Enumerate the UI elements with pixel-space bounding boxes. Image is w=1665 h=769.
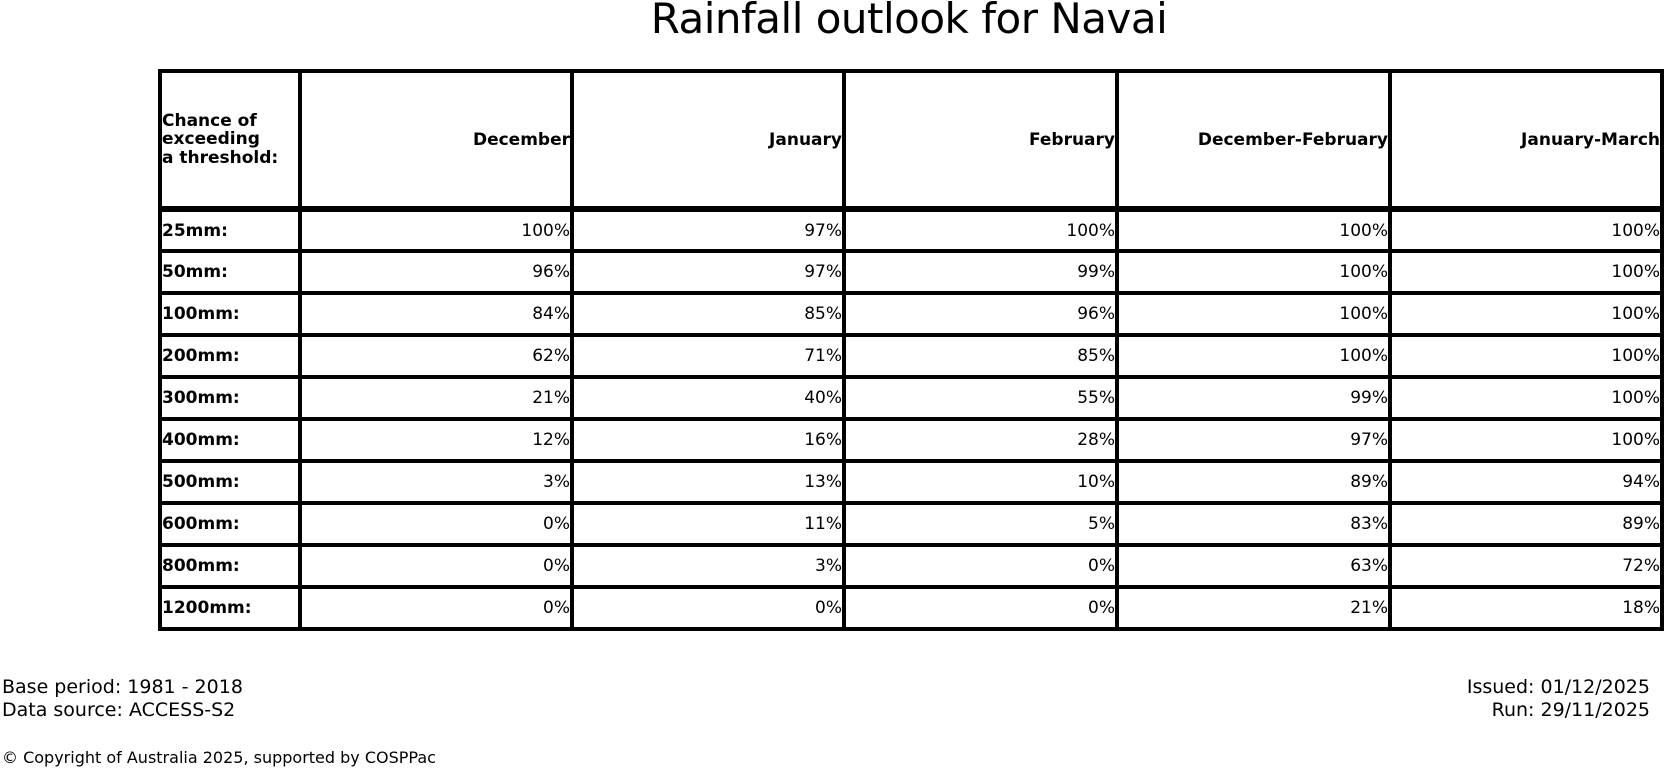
table-row: 800mm: 0% 3% 0% 63% 72% [158, 543, 1664, 589]
probability-value: 89% [1388, 501, 1664, 547]
probability-value: 0% [570, 585, 846, 631]
probability-value: 96% [298, 249, 574, 295]
threshold-label: 100mm: [158, 291, 302, 337]
threshold-label: 1200mm: [158, 585, 302, 631]
footer-left-block: Base period: 1981 - 2018 Data source: AC… [2, 676, 243, 722]
threshold-corner-header: Chance of exceeding a threshold: [158, 69, 302, 212]
probability-value: 100% [1115, 207, 1392, 253]
probability-value: 83% [1115, 501, 1392, 547]
footer-right-block: Issued: 01/12/2025 Run: 29/11/2025 [1467, 676, 1650, 722]
table-row: 25mm: 100% 97% 100% 100% 100% [158, 207, 1664, 253]
probability-value: 18% [1388, 585, 1664, 631]
table-row: 300mm: 21% 40% 55% 99% 100% [158, 375, 1664, 421]
run-date-text: Run: 29/11/2025 [1491, 699, 1650, 721]
probability-value: 100% [1115, 333, 1392, 379]
probability-value: 94% [1388, 459, 1664, 505]
probability-value: 0% [298, 501, 574, 547]
threshold-label: 600mm: [158, 501, 302, 547]
probability-value: 99% [842, 249, 1119, 295]
probability-value: 13% [570, 459, 846, 505]
probability-value: 97% [570, 207, 846, 253]
threshold-label: 300mm: [158, 375, 302, 421]
table-row: 100mm: 84% 85% 96% 100% 100% [158, 291, 1664, 337]
probability-value: 21% [1115, 585, 1392, 631]
probability-value: 16% [570, 417, 846, 463]
probability-value: 3% [570, 543, 846, 589]
threshold-label: 25mm: [158, 207, 302, 253]
table-header-row: Chance of exceeding a threshold: December… [158, 69, 1664, 212]
column-header-january: January [570, 69, 846, 212]
probability-value: 100% [1115, 249, 1392, 295]
probability-value: 63% [1115, 543, 1392, 589]
threshold-label: 200mm: [158, 333, 302, 379]
probability-value: 5% [842, 501, 1119, 547]
data-source-text: Data source: ACCESS-S2 [2, 699, 236, 721]
probability-value: 100% [842, 207, 1119, 253]
probability-value: 100% [1388, 249, 1664, 295]
probability-value: 21% [298, 375, 574, 421]
column-header-february: February [842, 69, 1119, 212]
probability-value: 100% [1388, 207, 1664, 253]
probability-value: 100% [1388, 291, 1664, 337]
probability-value: 28% [842, 417, 1119, 463]
probability-value: 0% [298, 585, 574, 631]
probability-value: 97% [570, 249, 846, 295]
probability-value: 100% [298, 207, 574, 253]
page-title: Rainfall outlook for Navai [650, 0, 1168, 43]
probability-value: 97% [1115, 417, 1392, 463]
probability-value: 100% [1388, 417, 1664, 463]
probability-value: 100% [1388, 375, 1664, 421]
threshold-label: 50mm: [158, 249, 302, 295]
probability-value: 100% [1388, 333, 1664, 379]
probability-value: 72% [1388, 543, 1664, 589]
probability-value: 11% [570, 501, 846, 547]
probability-value: 3% [298, 459, 574, 505]
probability-value: 55% [842, 375, 1119, 421]
issued-date-text: Issued: 01/12/2025 [1466, 676, 1650, 698]
rainfall-outlook-table: Chance of exceeding a threshold: December… [158, 69, 1664, 631]
probability-value: 10% [842, 459, 1119, 505]
probability-value: 0% [842, 543, 1119, 589]
table-row: 200mm: 62% 71% 85% 100% 100% [158, 333, 1664, 379]
threshold-label: 500mm: [158, 459, 302, 505]
probability-value: 0% [298, 543, 574, 589]
base-period-text: Base period: 1981 - 2018 [2, 676, 243, 698]
probability-value: 85% [842, 333, 1119, 379]
threshold-label: 400mm: [158, 417, 302, 463]
column-header-december-february: December-February [1115, 69, 1392, 212]
probability-value: 96% [842, 291, 1119, 337]
table-row: 1200mm: 0% 0% 0% 21% 18% [158, 585, 1664, 631]
table-row: 600mm: 0% 11% 5% 83% 89% [158, 501, 1664, 547]
column-header-december: December [298, 69, 574, 212]
probability-value: 62% [298, 333, 574, 379]
probability-value: 84% [298, 291, 574, 337]
table-row: 50mm: 96% 97% 99% 100% 100% [158, 249, 1664, 295]
copyright-text: © Copyright of Australia 2025, supported… [2, 748, 436, 767]
probability-value: 85% [570, 291, 846, 337]
probability-value: 89% [1115, 459, 1392, 505]
column-header-january-march: January-March [1388, 69, 1664, 212]
table-row: 400mm: 12% 16% 28% 97% 100% [158, 417, 1664, 463]
probability-value: 40% [570, 375, 846, 421]
table-row: 500mm: 3% 13% 10% 89% 94% [158, 459, 1664, 505]
probability-value: 99% [1115, 375, 1392, 421]
probability-value: 12% [298, 417, 574, 463]
probability-value: 71% [570, 333, 846, 379]
probability-value: 0% [842, 585, 1119, 631]
probability-value: 100% [1115, 291, 1392, 337]
threshold-label: 800mm: [158, 543, 302, 589]
